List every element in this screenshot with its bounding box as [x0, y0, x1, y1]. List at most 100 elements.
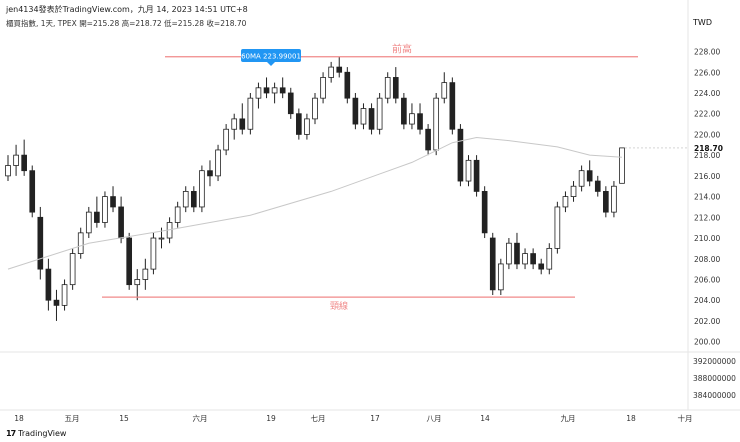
candle	[409, 103, 415, 130]
candle	[522, 248, 528, 270]
candle	[320, 72, 326, 104]
candle	[247, 92, 254, 135]
candle	[611, 181, 617, 218]
time-tick-label: 18	[626, 414, 636, 423]
price-tick-label: 226.00	[694, 68, 720, 77]
candle-body	[126, 237, 133, 286]
candle	[384, 72, 391, 104]
candle	[255, 82, 262, 109]
time-tick-label: 14	[480, 414, 490, 423]
time-tick-label: 18	[14, 414, 24, 423]
price-tick-label: 212.00	[694, 213, 720, 222]
candle-body	[296, 113, 302, 135]
candle-body	[392, 77, 399, 99]
candle	[231, 113, 238, 140]
ohlc-values: 開=215.28 高=218.72 低=215.28 收=218.70	[79, 19, 247, 28]
symbol-name[interactable]: 櫃買指數, 1天, TPEX	[6, 19, 77, 28]
candle	[489, 232, 496, 296]
price-tick-label: 222.00	[694, 110, 720, 119]
candle-body	[352, 97, 359, 125]
candle-body	[320, 77, 326, 99]
price-tick-label: 228.00	[694, 48, 720, 57]
candle-body	[287, 92, 294, 115]
candle	[296, 108, 302, 140]
candle-body	[360, 108, 367, 125]
candle-body	[441, 82, 448, 99]
candle	[619, 147, 625, 184]
price-tick-label: 200.00	[694, 338, 720, 347]
candle-body	[433, 97, 440, 151]
volume-tick-label: 392000000	[693, 357, 736, 366]
candle	[546, 243, 553, 275]
candle-body	[110, 196, 116, 208]
candle-body	[304, 118, 310, 135]
candle	[360, 103, 367, 130]
brand-name: TradingView	[18, 429, 67, 438]
ma-badge-pointer	[267, 62, 275, 66]
time-tick-label: 17	[370, 414, 380, 423]
candle-body	[425, 128, 431, 151]
candle	[336, 56, 343, 78]
candle	[417, 103, 423, 135]
candle	[29, 165, 36, 218]
candle	[182, 186, 189, 213]
candle	[312, 92, 318, 125]
candle	[271, 82, 278, 104]
candle	[174, 201, 181, 228]
brand-footer[interactable]: 17 TradingView	[6, 429, 66, 438]
candle-body	[336, 66, 343, 73]
candle-body	[473, 159, 480, 192]
price-tick-label: 204.00	[694, 296, 720, 305]
candle-body	[263, 87, 270, 94]
candle	[77, 227, 84, 259]
candle-body	[134, 279, 141, 286]
price-tick-label: 208.00	[694, 255, 720, 264]
volume-tick-label: 388000000	[693, 374, 736, 383]
volume-tick-label: 384000000	[693, 391, 736, 400]
price-tick-label: 224.00	[694, 89, 720, 98]
candle	[449, 77, 456, 135]
candle-body	[530, 253, 536, 265]
price-tick-label: 210.00	[694, 234, 720, 243]
candle-body	[586, 170, 593, 182]
candle-body	[546, 247, 553, 270]
candle	[37, 206, 44, 280]
candle-body	[489, 237, 496, 291]
candle-body	[45, 268, 52, 301]
price-tick-label: 218.00	[694, 151, 720, 160]
candle	[497, 258, 504, 296]
candle-body	[231, 118, 238, 130]
time-tick-label: 15	[119, 414, 129, 423]
candle	[562, 191, 569, 213]
candle-body	[611, 185, 617, 213]
candle-body	[21, 154, 27, 172]
candle-body	[118, 206, 124, 239]
candle	[603, 186, 609, 218]
candle-body	[247, 97, 254, 130]
candle	[239, 103, 246, 135]
currency-label[interactable]: TWD	[693, 18, 712, 27]
candle-body	[603, 191, 609, 213]
candle-body	[417, 113, 423, 130]
candle-body	[514, 242, 520, 265]
candle-body	[150, 237, 157, 270]
candle-body	[312, 97, 318, 120]
time-tick-label: 19	[266, 414, 276, 423]
candle	[473, 155, 480, 197]
candle-body	[481, 191, 488, 234]
candle	[481, 186, 488, 239]
candle-body	[449, 82, 456, 130]
candle	[328, 61, 334, 83]
candle	[150, 232, 157, 275]
time-tick-label: 七月	[311, 414, 326, 423]
candle-body	[53, 299, 60, 306]
candle	[94, 196, 100, 228]
candle	[465, 155, 472, 187]
candle-body	[368, 108, 375, 130]
candle	[263, 77, 270, 99]
candle-body	[376, 97, 383, 130]
candle-body	[13, 154, 19, 166]
candle-body	[594, 180, 601, 192]
candle	[126, 232, 133, 290]
